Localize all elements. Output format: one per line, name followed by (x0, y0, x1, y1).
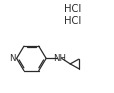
Text: HCl: HCl (63, 16, 80, 26)
Text: HCl: HCl (63, 4, 80, 14)
Text: NH: NH (52, 54, 65, 63)
Text: N: N (9, 54, 16, 63)
